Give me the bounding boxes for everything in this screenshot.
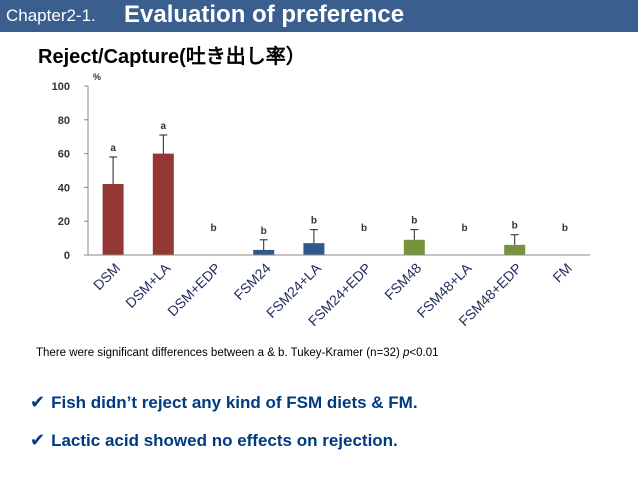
check-icon: ✔ xyxy=(30,392,46,412)
bar-fsm24 xyxy=(253,249,275,255)
bar-fsm48 xyxy=(403,239,425,255)
y-tick-label: 40 xyxy=(58,182,70,194)
conclusion-1-text: Fish didn’t reject any kind of FSM diets… xyxy=(51,393,418,412)
y-tick-label: 0 xyxy=(64,250,70,262)
check-icon: ✔ xyxy=(30,430,46,450)
bar-chart: 0 20 40 60 80 100% a DSM a DSM+LA b DSM+EDP b FSM24 b F… xyxy=(52,72,590,329)
p-symbol: p xyxy=(403,347,410,359)
significance-letter: b xyxy=(562,223,568,234)
category-label: FSM24 xyxy=(231,260,274,303)
significance-letter: b xyxy=(361,223,367,234)
y-tick-label: 80 xyxy=(58,115,70,127)
title-bar: Chapter2-1. Evaluation of preference xyxy=(0,0,638,32)
significance-letter: a xyxy=(110,143,116,154)
significance-letter: b xyxy=(210,223,216,234)
chapter-label: Chapter2-1. xyxy=(6,6,96,25)
bar-dsm+la xyxy=(152,153,174,255)
category-label: FSM48 xyxy=(381,260,424,303)
conclusion-2: ✔ Lactic acid showed no effects on reject… xyxy=(30,430,398,451)
y-tick-label: 20 xyxy=(58,216,70,228)
chart-subtitle: Reject/Capture(吐き出し率） xyxy=(38,46,306,68)
significance-letter: a xyxy=(161,121,167,132)
category-label: DSM+LA xyxy=(122,259,174,311)
p-threshold: <0.01 xyxy=(409,347,439,359)
y-axis-unit: % xyxy=(93,72,101,82)
category-label: DSM xyxy=(90,260,123,293)
significance-letter: b xyxy=(512,221,518,232)
significance-letter: b xyxy=(411,216,417,227)
category-label: FM xyxy=(549,260,575,286)
significance-letter: b xyxy=(311,216,317,227)
conclusion-2-text: Lactic acid showed no effects on rejecti… xyxy=(51,431,398,450)
statistics-note: There were significant differences betwe… xyxy=(36,347,439,359)
bar-fsm24+la xyxy=(303,243,325,255)
category-label: DSM+EDP xyxy=(164,260,223,319)
y-tick-label: 100 xyxy=(52,81,70,93)
significance-letter: b xyxy=(461,223,467,234)
conclusion-1: ✔ Fish didn’t reject any kind of FSM diet… xyxy=(30,392,418,413)
bar-dsm xyxy=(102,184,124,255)
bar-fsm48+edp xyxy=(504,244,526,255)
y-tick-label: 60 xyxy=(58,149,70,161)
statistics-note-text: There were significant differences betwe… xyxy=(36,347,404,359)
slide-title: Evaluation of preference xyxy=(124,1,405,28)
significance-letter: b xyxy=(261,226,267,237)
